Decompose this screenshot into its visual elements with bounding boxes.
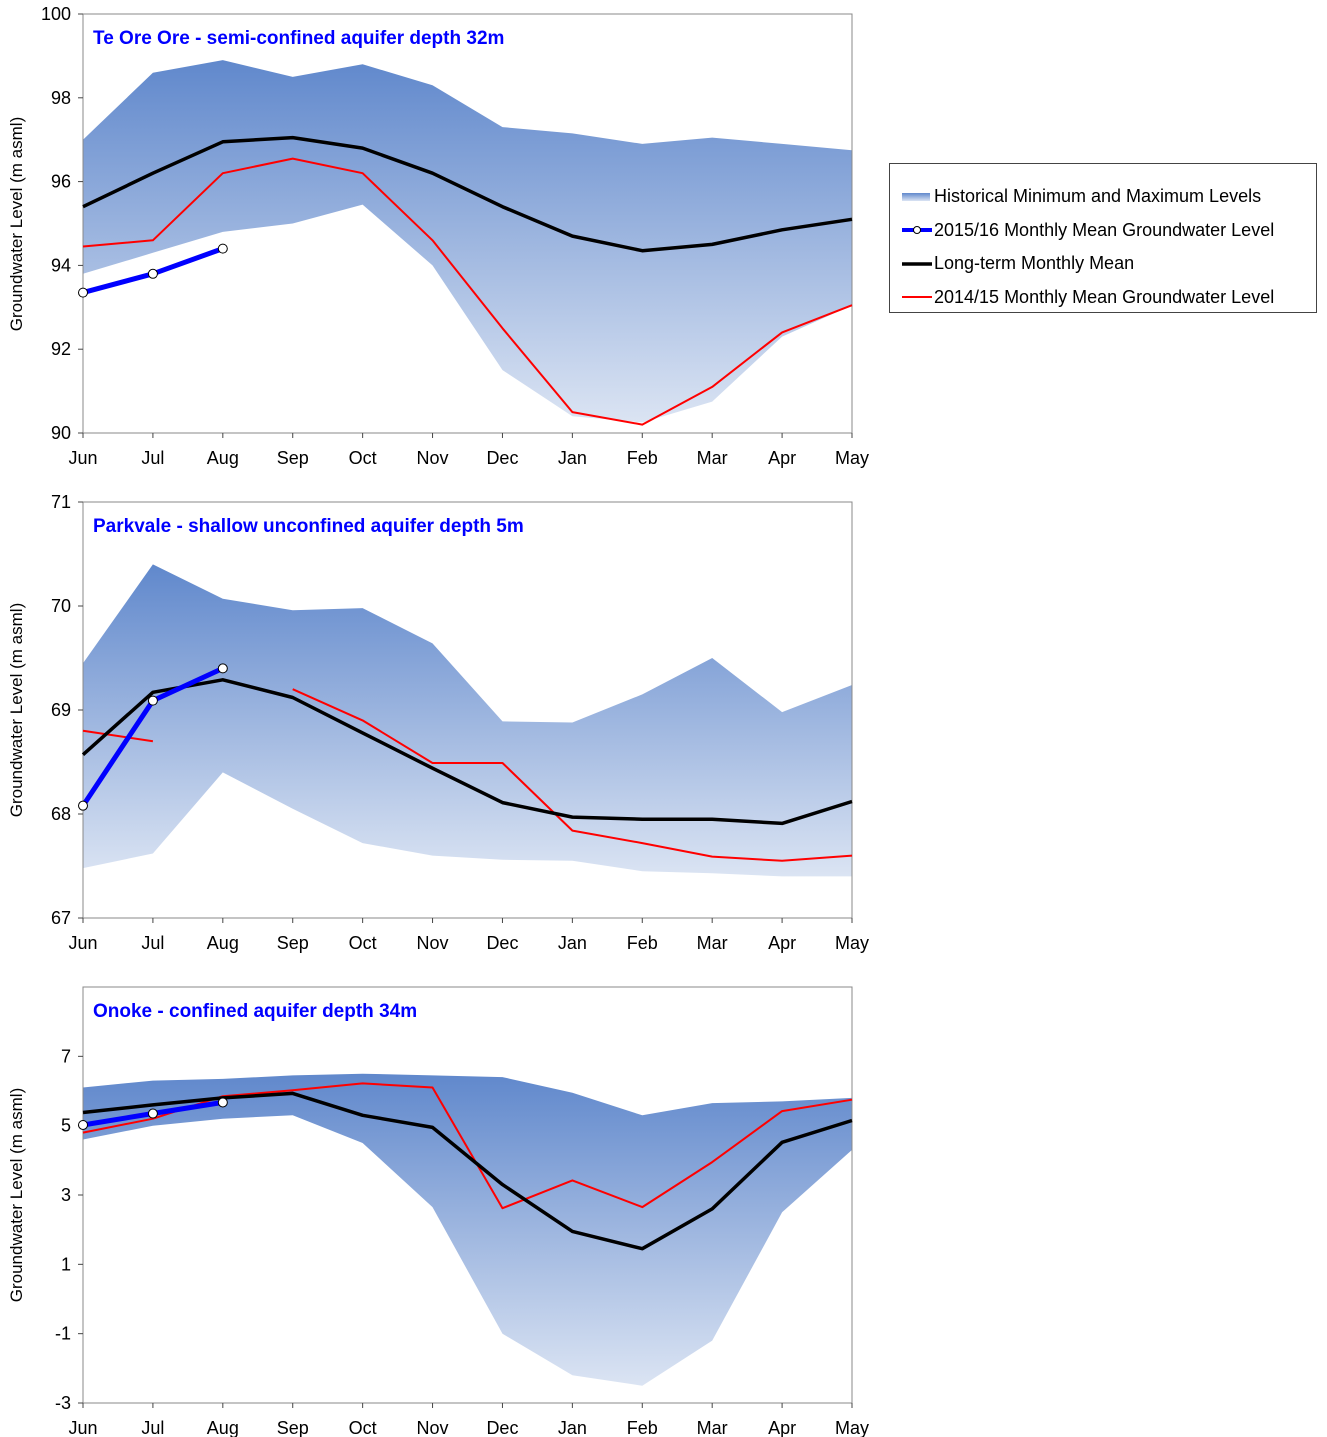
x-tick-label: Dec <box>486 448 518 468</box>
x-tick-label: Mar <box>697 933 728 953</box>
previous-series-line <box>82 157 853 426</box>
x-tick-label: Apr <box>768 933 796 953</box>
x-tick-label: Apr <box>768 448 796 468</box>
chart-panel-1: 90 92 94 96 98 100 Jun Jul Aug Sep Oct Nov Dec Jan Feb… <box>7 4 869 468</box>
y-tick-label: 94 <box>51 255 71 275</box>
x-tick-label: Nov <box>417 933 449 953</box>
chart-panel-3: -3 -1 1 3 5 7 Jun Jul Aug Sep Oct Nov Dec Jan Feb Mar Ap… <box>7 986 869 1437</box>
x-tick-label: Jul <box>141 448 164 468</box>
historical-range-band <box>83 1073 852 1386</box>
legend-label-historical-range: Historical Minimum and Maximum Levels <box>934 186 1262 207</box>
legend-item-previous-year: 2014/15 Monthly Mean Groundwater Level <box>902 281 1316 315</box>
y-tick-label: 5 <box>61 1116 71 1136</box>
x-tick-label: Jan <box>558 1418 587 1437</box>
x-tick-label: Jun <box>68 448 97 468</box>
y-axis-label: Groundwater Level (m asml) <box>7 603 26 817</box>
current-series-marker <box>78 287 88 298</box>
x-tick-label: Sep <box>277 933 309 953</box>
y-tick-label: 90 <box>51 423 71 443</box>
historical-range-band <box>83 60 852 423</box>
x-tick-label: Oct <box>349 1418 377 1437</box>
current-series-marker <box>217 663 228 674</box>
mean-series-line <box>82 135 853 253</box>
chart-title: Te Ore Ore - semi-confined aquifer depth… <box>93 28 504 49</box>
chart-panel-2: 67 68 69 70 71 Jun Jul Aug Sep Oct Nov Dec Jan Feb Mar… <box>7 492 869 953</box>
x-tick-label: Apr <box>768 1418 796 1437</box>
x-tick-label: May <box>835 933 869 953</box>
y-tick-label: 70 <box>51 596 71 616</box>
x-tick-label: Dec <box>486 933 518 953</box>
legend-label-long-term-mean: Long-term Monthly Mean <box>934 253 1135 274</box>
previous-series-line <box>82 729 154 743</box>
previous-series-line <box>292 688 853 862</box>
current-series-marker <box>147 695 158 706</box>
x-tick-label: Jun <box>68 933 97 953</box>
x-tick-label: May <box>835 1418 869 1437</box>
x-tick-label: Oct <box>349 933 377 953</box>
x-tick-label: Sep <box>277 448 309 468</box>
x-tick-label: Nov <box>417 448 449 468</box>
y-tick-label: 3 <box>61 1185 71 1205</box>
x-tick-label: Jan <box>558 448 587 468</box>
y-tick-label: 92 <box>51 339 71 359</box>
y-tick-label: -3 <box>55 1393 71 1413</box>
historical-range-band <box>83 564 852 877</box>
y-tick-label: 100 <box>41 4 71 24</box>
x-tick-label: Feb <box>627 448 658 468</box>
plot-frame <box>82 13 853 434</box>
y-tick-label: 67 <box>51 908 71 928</box>
x-tick-label: Feb <box>627 933 658 953</box>
y-tick-label: 71 <box>51 492 71 512</box>
y-tick-label: -1 <box>55 1324 71 1344</box>
x-tick-label: Mar <box>697 1418 728 1437</box>
current-series-marker <box>147 1108 158 1119</box>
x-tick-label: Mar <box>697 448 728 468</box>
current-series-marker <box>78 1119 88 1130</box>
legend-symbol-previous <box>902 296 932 299</box>
x-tick-label: Jul <box>141 1418 164 1437</box>
y-axis-label: Groundwater Level (m asml) <box>7 117 26 331</box>
x-tick-label: Jul <box>141 933 164 953</box>
x-tick-label: Aug <box>207 933 239 953</box>
current-series-marker <box>217 1097 228 1108</box>
current-series-marker <box>217 243 228 254</box>
x-tick-label: Oct <box>349 448 377 468</box>
x-tick-label: Aug <box>207 1418 239 1437</box>
x-tick-label: Dec <box>486 1418 518 1437</box>
legend-item-long-term-mean: Long-term Monthly Mean <box>902 247 1316 281</box>
y-tick-label: 69 <box>51 700 71 720</box>
x-tick-label: Aug <box>207 448 239 468</box>
x-tick-label: Sep <box>277 1418 309 1437</box>
y-tick-label: 68 <box>51 804 71 824</box>
chart-legend: Historical Minimum and Maximum Levels 20… <box>889 163 1317 313</box>
current-series-marker <box>147 268 158 279</box>
chart-title: Onoke - confined aquifer depth 34m <box>93 1001 417 1022</box>
y-tick-label: 96 <box>51 172 71 192</box>
legend-symbol-current <box>902 226 932 235</box>
y-tick-label: 98 <box>51 88 71 108</box>
current-series-marker <box>78 800 88 811</box>
x-tick-label: Jan <box>558 933 587 953</box>
y-tick-label: 7 <box>61 1046 71 1066</box>
x-tick-label: Nov <box>417 1418 449 1437</box>
y-tick-label: 1 <box>61 1254 71 1274</box>
legend-symbol-range <box>902 192 930 201</box>
y-axis-label: Groundwater Level (m asml) <box>7 1088 26 1302</box>
chart-title: Parkvale - shallow unconfined aquifer de… <box>93 516 524 537</box>
legend-label-current-year: 2015/16 Monthly Mean Groundwater Level <box>934 219 1275 240</box>
legend-item-historical-range: Historical Minimum and Maximum Levels <box>902 180 1316 214</box>
mean-series-line <box>81 678 853 826</box>
x-tick-label: May <box>835 448 869 468</box>
x-tick-label: Jun <box>68 1418 97 1437</box>
legend-symbol-mean <box>902 262 932 266</box>
mean-series-line <box>82 1091 853 1251</box>
legend-item-current-year: 2015/16 Monthly Mean Groundwater Level <box>902 214 1316 248</box>
legend-label-previous-year: 2014/15 Monthly Mean Groundwater Level <box>934 286 1275 307</box>
x-tick-label: Feb <box>627 1418 658 1437</box>
